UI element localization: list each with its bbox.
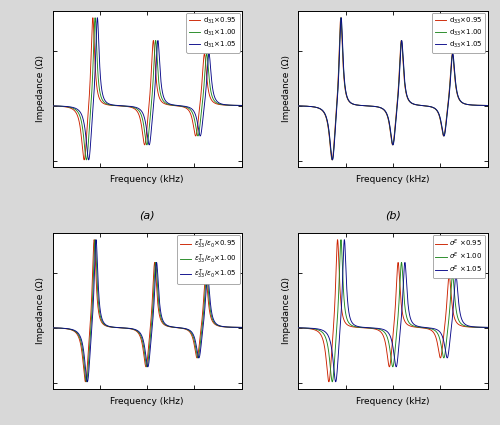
Text: (b): (b) [385, 211, 401, 221]
Y-axis label: Impedance (Ω): Impedance (Ω) [36, 55, 45, 122]
Text: (a): (a) [140, 211, 155, 221]
X-axis label: Frequency (kHz): Frequency (kHz) [356, 175, 430, 184]
X-axis label: Frequency (kHz): Frequency (kHz) [110, 175, 184, 184]
Legend: $\sigma^E$ $\times$0.95, $\sigma^E$ $\times$1.00, $\sigma^E$ $\times$1.05: $\sigma^E$ $\times$0.95, $\sigma^E$ $\ti… [432, 235, 486, 278]
Y-axis label: Impedance (Ω): Impedance (Ω) [36, 277, 45, 344]
Legend: $\varepsilon^T_{33}$/$\varepsilon_0$$\times$0.95, $\varepsilon^T_{33}$/$\varepsi: $\varepsilon^T_{33}$/$\varepsilon_0$$\ti… [178, 235, 240, 284]
X-axis label: Frequency (kHz): Frequency (kHz) [110, 397, 184, 405]
Y-axis label: Impedance (Ω): Impedance (Ω) [282, 55, 290, 122]
X-axis label: Frequency (kHz): Frequency (kHz) [356, 397, 430, 405]
Legend: d$_{31}$$\times$0.95, d$_{31}$$\times$1.00, d$_{31}$$\times$1.05: d$_{31}$$\times$0.95, d$_{31}$$\times$1.… [186, 13, 240, 53]
Y-axis label: Impedance (Ω): Impedance (Ω) [282, 277, 290, 344]
Legend: d$_{33}$$\times$0.95, d$_{33}$$\times$1.00, d$_{33}$$\times$1.05: d$_{33}$$\times$0.95, d$_{33}$$\times$1.… [432, 13, 486, 53]
